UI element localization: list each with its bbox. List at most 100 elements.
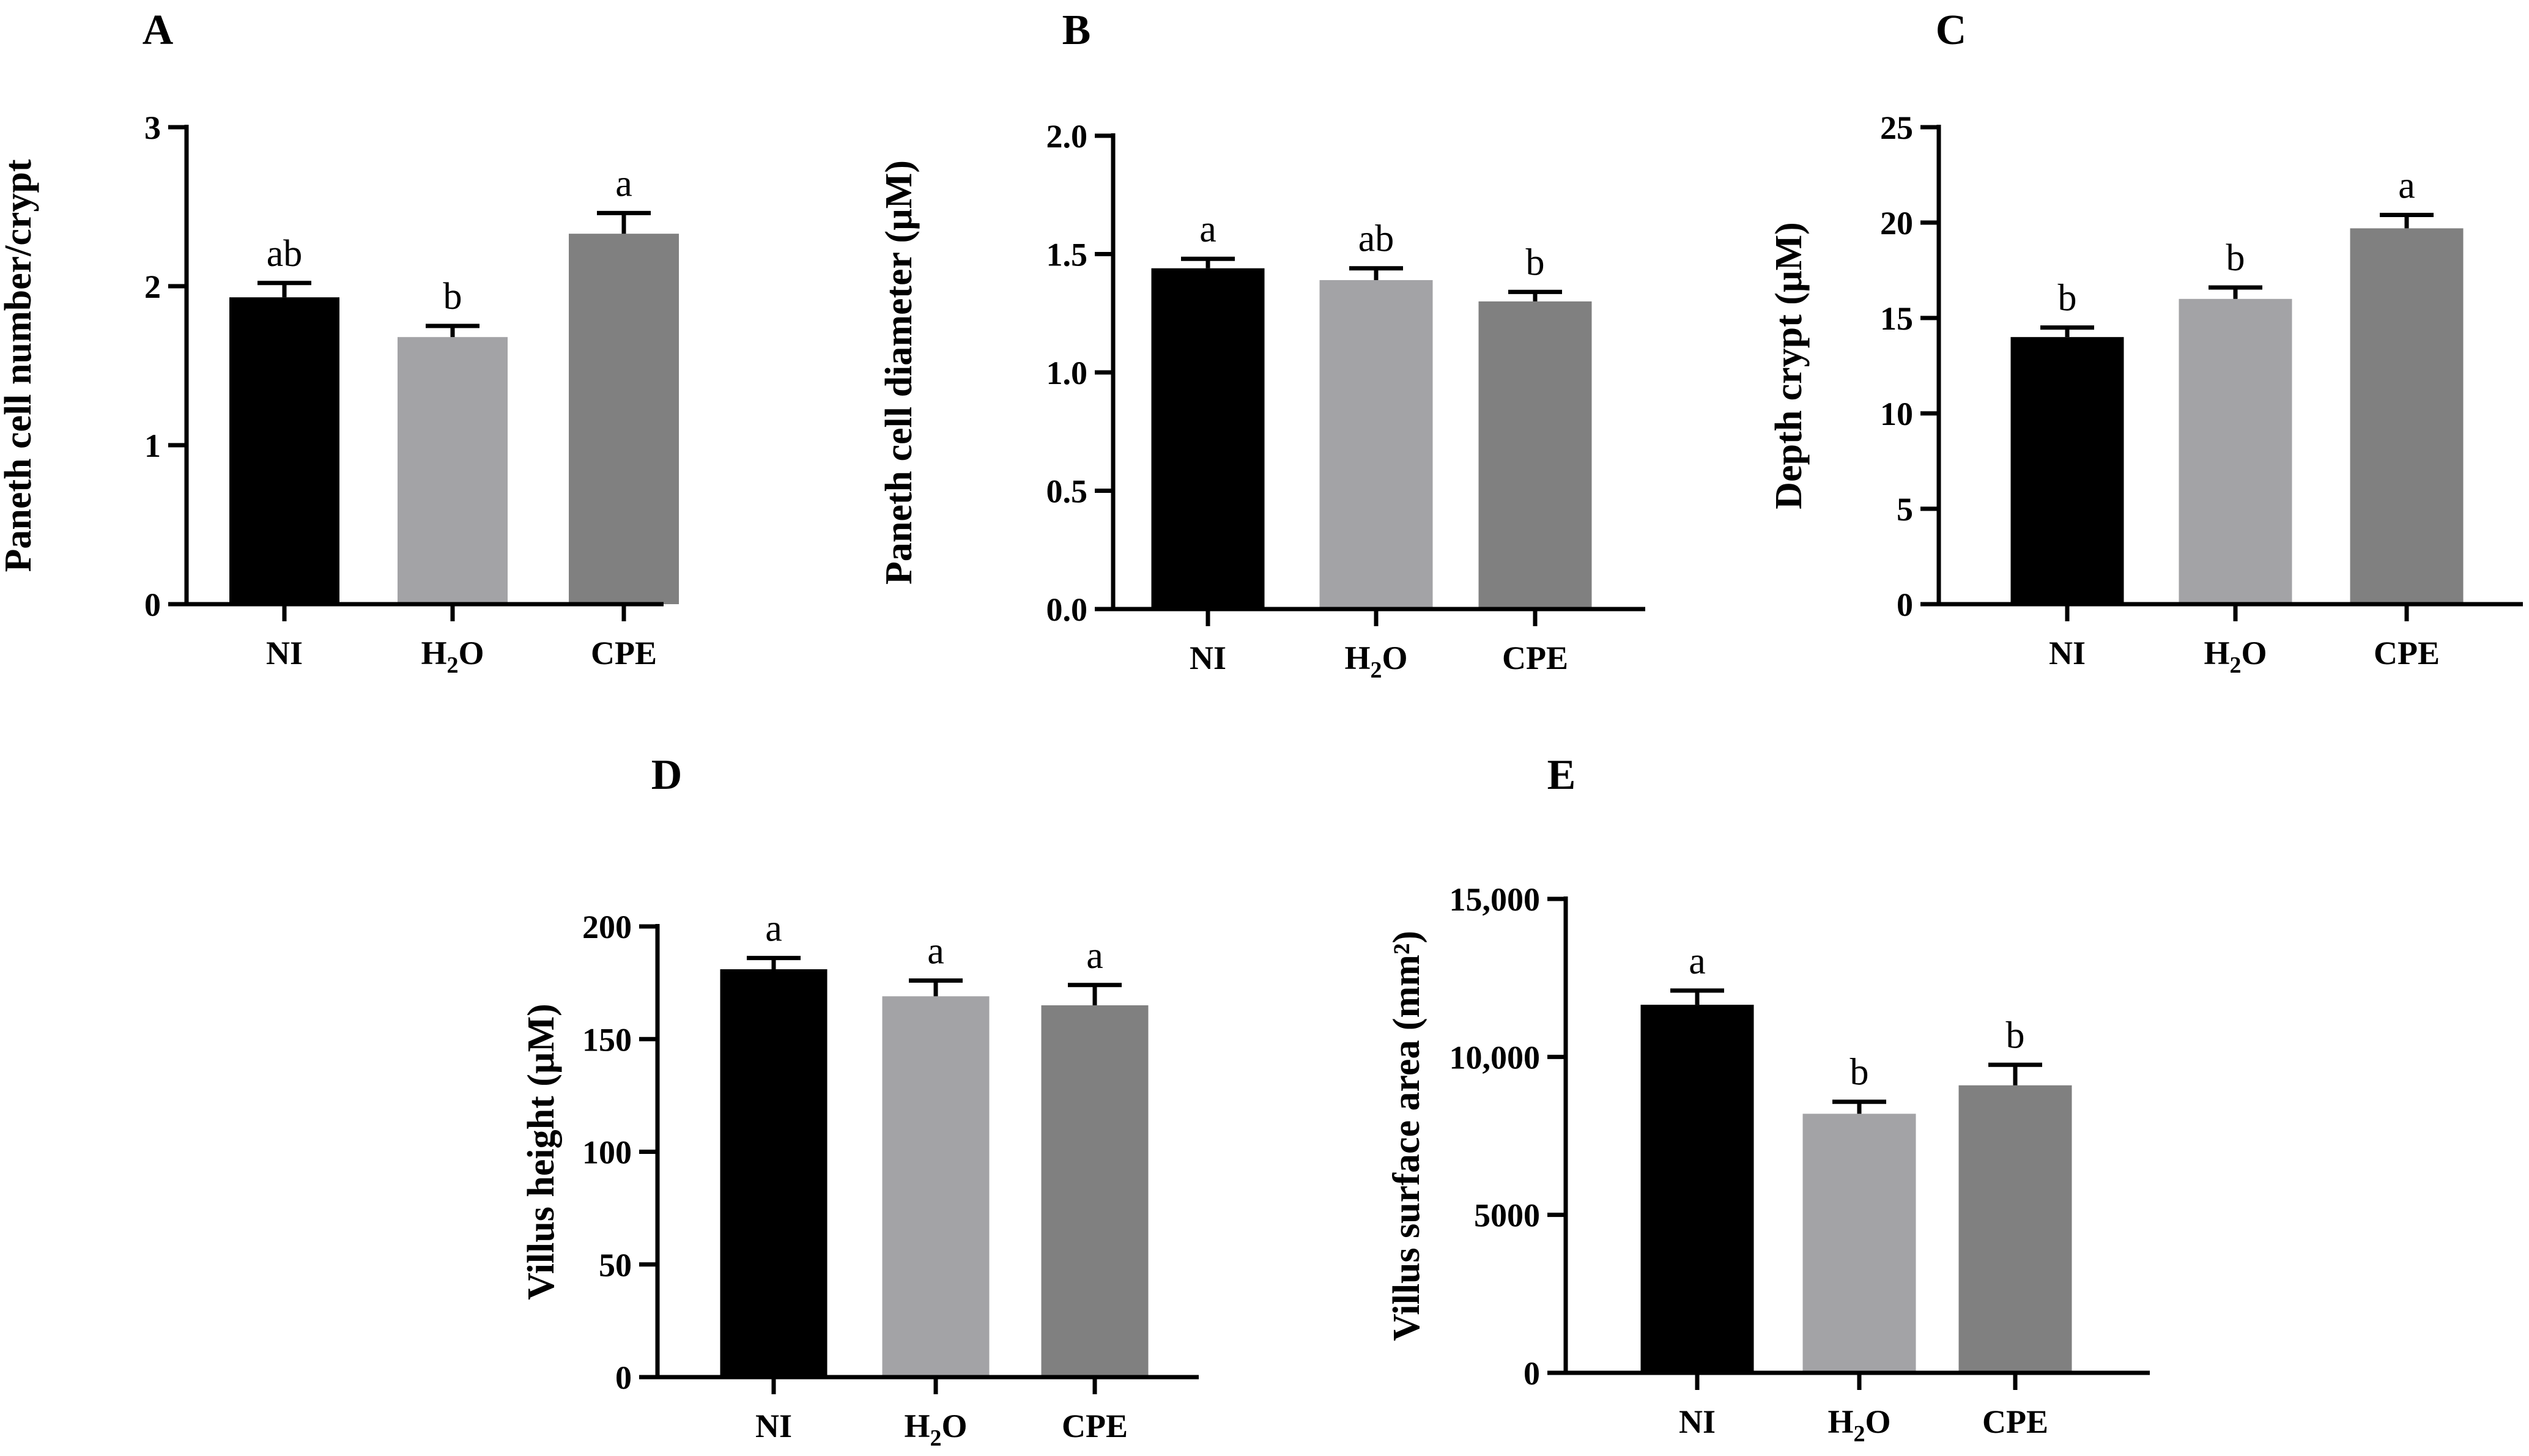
y-tick-label-d-2: 100 <box>582 1134 632 1171</box>
significance-label-d-cpe: a <box>1086 935 1103 977</box>
panel-letter-b: B <box>1062 7 1091 54</box>
significance-label-a-h2o: b <box>443 276 462 317</box>
y-tick-label-b-4: 2.0 <box>1046 118 1088 155</box>
significance-label-c-ni: b <box>2058 278 2077 319</box>
significance-label-c-h2o: b <box>2226 237 2245 279</box>
bar-c-h2o <box>2179 298 2292 604</box>
bar-e-cpe <box>1958 1085 2072 1373</box>
chart-panel-b: B a NI ab H2O b CPE 0.0 0.5 1.0 1.5 2.0 Paneth cell… <box>878 7 1645 683</box>
y-tick-label-d-1: 50 <box>599 1247 632 1284</box>
y-tick-label-c-2: 10 <box>1880 396 1913 432</box>
significance-label-e-cpe: b <box>2006 1014 2025 1056</box>
bar-e-h2o <box>1802 1114 1916 1373</box>
error-bar-c-ni <box>2040 325 2094 338</box>
y-tick-label-a-1: 1 <box>144 427 161 464</box>
y-axis-title-d: Villus height (µM) <box>520 1003 562 1300</box>
bar-b-ni <box>1151 268 1265 610</box>
category-label-b-cpe: CPE <box>1502 640 1568 676</box>
category-label-d-h2o: H2O <box>904 1408 967 1451</box>
error-bar-a-cpe <box>597 210 651 234</box>
bar-b-h2o <box>1319 280 1433 609</box>
chart-b-plot: a NI ab H2O b CPE 0.0 0.5 1.0 1.5 2.0 Paneth cell d… <box>878 118 1645 683</box>
error-bar-d-cpe <box>1068 983 1122 1005</box>
bar-c-ni <box>2010 337 2124 604</box>
y-tick-label-c-0: 0 <box>1897 586 1913 623</box>
chart-e-plot: a NI b H2O b CPE 0 5000 10,000 15,000 Villus surfa… <box>1386 881 2150 1447</box>
panel-letter-a: A <box>143 7 174 54</box>
chart-panel-a: A ab NI b H2O a CPE 0 1 2 3 Paneth cell number/cry… <box>0 7 679 678</box>
bar-a-ni <box>229 297 339 604</box>
significance-label-b-h2o: ab <box>1358 218 1394 260</box>
y-tick-label-c-3: 15 <box>1880 300 1913 337</box>
bar-d-cpe <box>1041 1005 1149 1377</box>
bar-a-cpe <box>569 234 679 604</box>
error-bar-e-h2o <box>1832 1099 1886 1114</box>
significance-label-d-h2o: a <box>927 930 944 972</box>
error-bar-b-h2o <box>1349 266 1403 281</box>
significance-label-e-h2o: b <box>1850 1052 1869 1093</box>
y-axis-title-c: Depth crypt (µM) <box>1768 222 1810 509</box>
significance-label-c-cpe: a <box>2398 165 2415 207</box>
significance-label-b-cpe: b <box>1526 242 1545 283</box>
significance-label-e-ni: a <box>1689 940 1706 982</box>
error-bar-d-h2o <box>909 978 963 997</box>
y-tick-label-b-1: 0.5 <box>1046 473 1088 510</box>
error-bar-e-cpe <box>1988 1062 2042 1085</box>
panel-letter-d: D <box>651 752 683 799</box>
category-label-a-ni: NI <box>266 635 303 671</box>
chart-panel-d: D a NI a H2O a CPE 0 50 100 150 200 Villus height (… <box>520 752 1199 1451</box>
y-axis-title-e: Villus surface area (mm²) <box>1386 931 1427 1341</box>
error-bar-a-h2o <box>426 323 480 338</box>
error-bar-a-ni <box>257 281 311 298</box>
error-bar-e-ni <box>1670 988 1724 1005</box>
y-tick-label-c-5: 25 <box>1880 109 1913 146</box>
y-tick-label-c-1: 5 <box>1897 491 1913 528</box>
bar-a-h2o <box>398 337 508 604</box>
error-bar-b-ni <box>1181 256 1235 268</box>
category-label-a-cpe: CPE <box>591 635 657 671</box>
category-label-c-cpe: CPE <box>2374 635 2440 671</box>
y-tick-label-a-2: 2 <box>144 268 161 305</box>
y-tick-label-b-3: 1.5 <box>1046 237 1088 273</box>
y-tick-label-d-3: 150 <box>582 1021 632 1058</box>
bar-d-h2o <box>882 996 990 1377</box>
y-tick-label-a-0: 0 <box>144 586 161 623</box>
category-label-a-h2o: H2O <box>421 635 484 678</box>
error-bar-c-h2o <box>2209 285 2262 299</box>
chart-d-plot: a NI a H2O a CPE 0 50 100 150 200 Villus height (µM… <box>520 908 1199 1451</box>
y-tick-label-b-2: 1.0 <box>1046 355 1088 391</box>
y-tick-label-e-0: 0 <box>1524 1355 1540 1392</box>
y-axis-title-a: Paneth cell number/crypt <box>0 159 39 572</box>
bar-d-ni <box>720 969 828 1377</box>
y-tick-label-b-0: 0.0 <box>1046 591 1088 628</box>
y-tick-label-c-4: 20 <box>1880 205 1913 242</box>
category-label-d-cpe: CPE <box>1062 1408 1128 1444</box>
chart-panel-e: E a NI b H2O b CPE 0 5000 10,000 15,000 Villus sur… <box>1386 752 2150 1447</box>
category-label-b-h2o: H2O <box>1344 640 1407 683</box>
y-tick-label-e-3: 15,000 <box>1450 881 1541 918</box>
category-label-b-ni: NI <box>1190 640 1226 676</box>
category-label-c-h2o: H2O <box>2204 635 2267 678</box>
y-tick-label-d-4: 200 <box>582 909 632 945</box>
category-label-c-ni: NI <box>2049 635 2086 671</box>
y-axis-title-b: Paneth cell diameter (µM) <box>878 160 920 585</box>
error-bar-c-cpe <box>2380 213 2434 229</box>
bar-c-cpe <box>2350 228 2464 604</box>
category-label-e-cpe: CPE <box>1982 1403 2048 1440</box>
y-tick-label-e-2: 10,000 <box>1450 1039 1541 1076</box>
chart-c-plot: b NI b H2O a CPE 0 5 10 15 20 25 Depth crypt (µM) <box>1768 109 2523 678</box>
significance-label-a-ni: ab <box>267 233 303 275</box>
chart-a-plot: ab NI b H2O a CPE 0 1 2 3 Paneth cell number/crypt <box>0 109 679 678</box>
bar-b-cpe <box>1478 301 1592 609</box>
panel-letter-c: C <box>1936 7 1967 54</box>
error-bar-b-cpe <box>1508 289 1562 301</box>
error-bar-d-ni <box>747 956 801 970</box>
chart-panel-c: C b NI b H2O a CPE 0 5 10 15 20 25 Depth crypt (µM) <box>1768 7 2523 678</box>
category-label-d-ni: NI <box>755 1408 792 1444</box>
significance-label-a-cpe: a <box>615 163 632 204</box>
y-tick-label-a-3: 3 <box>144 109 161 146</box>
significance-label-b-ni: a <box>1199 209 1216 250</box>
panel-letter-e: E <box>1547 752 1576 799</box>
category-label-e-ni: NI <box>1679 1403 1716 1440</box>
